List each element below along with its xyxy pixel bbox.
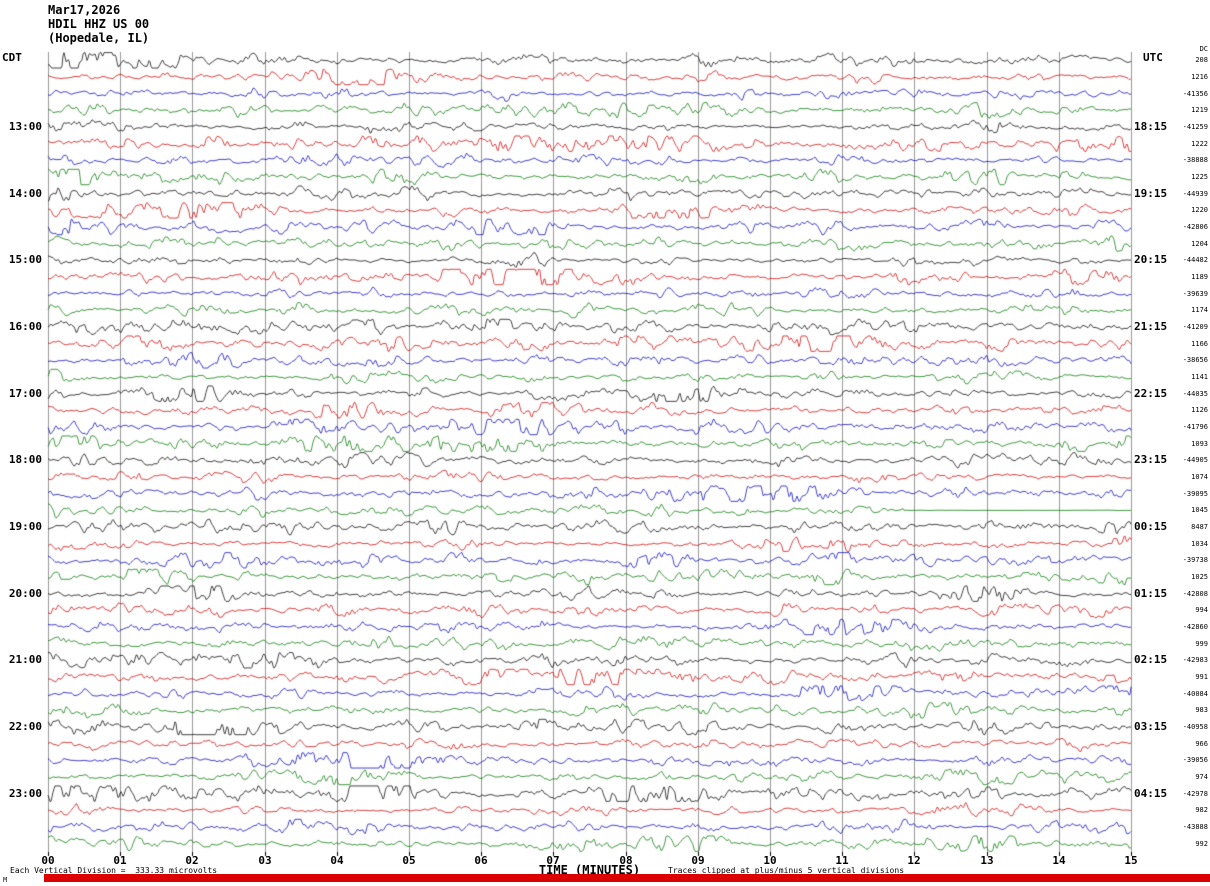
x-tick-label: 10 bbox=[763, 854, 777, 867]
row-dc-value: 992 bbox=[1195, 840, 1208, 848]
right-hour-label: 20:15 bbox=[1134, 253, 1168, 266]
left-hour-label: 22:00 bbox=[8, 720, 42, 733]
row-dc-value: -42978 bbox=[1182, 790, 1208, 798]
x-tick-label: 09 bbox=[691, 854, 705, 867]
x-tick-label: 07 bbox=[546, 854, 560, 867]
row-dc-value: 1045 bbox=[1191, 506, 1208, 514]
row-dc-value: -40084 bbox=[1182, 690, 1208, 698]
row-dc-value: -42808 bbox=[1182, 590, 1208, 598]
right-hour-label: 01:15 bbox=[1134, 587, 1168, 600]
row-dc-value: 991 bbox=[1195, 673, 1208, 681]
left-hour-label: 19:00 bbox=[8, 520, 42, 533]
row-dc-value: 983 bbox=[1195, 706, 1208, 714]
x-tick-label: 13 bbox=[980, 854, 994, 867]
row-dc-value: 1074 bbox=[1191, 473, 1208, 481]
row-dc-value: -40958 bbox=[1182, 723, 1208, 731]
row-dc-value: 982 bbox=[1195, 806, 1208, 814]
left-timezone-label: CDT bbox=[2, 51, 22, 64]
row-dc-value: -44905 bbox=[1182, 456, 1208, 464]
row-dc-value: 1034 bbox=[1191, 540, 1208, 548]
row-dc-value: 1220 bbox=[1191, 206, 1208, 214]
row-dc-value: -39056 bbox=[1182, 756, 1208, 764]
row-dc-value: -41796 bbox=[1182, 423, 1208, 431]
row-dc-value: -42860 bbox=[1182, 623, 1208, 631]
row-dc-value: 994 bbox=[1195, 606, 1208, 614]
left-hour-label: 17:00 bbox=[8, 387, 42, 400]
x-tick-label: 06 bbox=[474, 854, 488, 867]
row-dc-value: -41259 bbox=[1182, 123, 1208, 131]
x-axis-title: TIME (MINUTES) bbox=[538, 863, 641, 877]
right-hour-label: 03:15 bbox=[1134, 720, 1168, 733]
row-dc-value: 1093 bbox=[1191, 440, 1208, 448]
corner-mark: M bbox=[3, 876, 8, 884]
right-hour-label: 18:15 bbox=[1134, 120, 1168, 133]
row-dc-value: 1219 bbox=[1191, 106, 1208, 114]
left-hour-label: 15:00 bbox=[8, 253, 42, 266]
right-hour-label: 19:15 bbox=[1134, 187, 1168, 200]
row-dc-value: 999 bbox=[1195, 640, 1208, 648]
x-tick-label: 02 bbox=[185, 854, 199, 867]
right-hour-label: 22:15 bbox=[1134, 387, 1168, 400]
left-hour-label: 20:00 bbox=[8, 587, 42, 600]
right-hour-label: 02:15 bbox=[1134, 653, 1168, 666]
left-hour-label: 14:00 bbox=[8, 187, 42, 200]
right-value-column-header: DC bbox=[1199, 45, 1208, 53]
right-hour-label: 00:15 bbox=[1134, 520, 1168, 533]
row-dc-value: 1166 bbox=[1191, 340, 1208, 348]
left-hour-label: 16:00 bbox=[8, 320, 42, 333]
row-dc-value: -38888 bbox=[1182, 156, 1208, 164]
row-dc-value: 1174 bbox=[1191, 306, 1208, 314]
left-hour-label: 18:00 bbox=[8, 453, 42, 466]
row-dc-value: -42806 bbox=[1182, 223, 1208, 231]
right-hour-label: 23:15 bbox=[1134, 453, 1168, 466]
row-dc-value: 974 bbox=[1195, 773, 1208, 781]
left-hour-label: 21:00 bbox=[8, 653, 42, 666]
row-dc-value: 1025 bbox=[1191, 573, 1208, 581]
left-hour-label: 13:00 bbox=[8, 120, 42, 133]
x-tick-label: 01 bbox=[113, 854, 127, 867]
title-date: Mar17,2026 bbox=[48, 3, 121, 17]
row-dc-value: 1189 bbox=[1191, 273, 1208, 281]
bottom-red-bar bbox=[44, 874, 1210, 882]
row-dc-value: -41356 bbox=[1182, 90, 1208, 98]
right-hour-label: 21:15 bbox=[1134, 320, 1168, 333]
x-tick-label: 05 bbox=[402, 854, 416, 867]
row-dc-value: 966 bbox=[1195, 740, 1208, 748]
row-dc-value: -44482 bbox=[1182, 256, 1208, 264]
row-dc-value: -41209 bbox=[1182, 323, 1208, 331]
row-dc-value: -39738 bbox=[1182, 556, 1208, 564]
row-dc-value: 1141 bbox=[1191, 373, 1208, 381]
row-dc-value: 1225 bbox=[1191, 173, 1208, 181]
row-dc-value: 1216 bbox=[1191, 73, 1208, 81]
row-dc-value: 1204 bbox=[1191, 240, 1208, 248]
row-dc-value: -38656 bbox=[1182, 356, 1208, 364]
x-tick-label: 03 bbox=[258, 854, 272, 867]
row-dc-value: 208 bbox=[1195, 56, 1208, 64]
row-dc-value: -44035 bbox=[1182, 390, 1208, 398]
row-dc-value: -39095 bbox=[1182, 490, 1208, 498]
right-hour-label: 04:15 bbox=[1134, 787, 1168, 800]
row-dc-value: -39639 bbox=[1182, 290, 1208, 298]
vertical-division-note: Each Vertical Division = 333.33 microvol… bbox=[10, 866, 218, 875]
x-tick-label: 04 bbox=[330, 854, 344, 867]
row-dc-value: -44939 bbox=[1182, 190, 1208, 198]
x-tick-label: 00 bbox=[41, 854, 55, 867]
title-station: HDIL HHZ US 00 bbox=[48, 17, 150, 31]
row-dc-value: 1126 bbox=[1191, 406, 1208, 414]
left-hour-label: 23:00 bbox=[8, 787, 42, 800]
x-tick-label: 08 bbox=[619, 854, 633, 867]
row-dc-value: -42983 bbox=[1182, 656, 1208, 664]
clipping-note: Traces clipped at plus/minus 5 vertical … bbox=[668, 866, 905, 875]
x-tick-label: 15 bbox=[1124, 854, 1138, 867]
row-dc-value: 1222 bbox=[1191, 140, 1208, 148]
row-dc-value: -43888 bbox=[1182, 823, 1208, 831]
row-dc-value: 8487 bbox=[1191, 523, 1208, 531]
x-tick-label: 14 bbox=[1052, 854, 1066, 867]
right-timezone-label: UTC bbox=[1143, 51, 1163, 64]
x-tick-label: 11 bbox=[835, 854, 849, 867]
title-location: (Hopedale, IL) bbox=[48, 31, 150, 45]
x-tick-label: 12 bbox=[907, 854, 921, 867]
